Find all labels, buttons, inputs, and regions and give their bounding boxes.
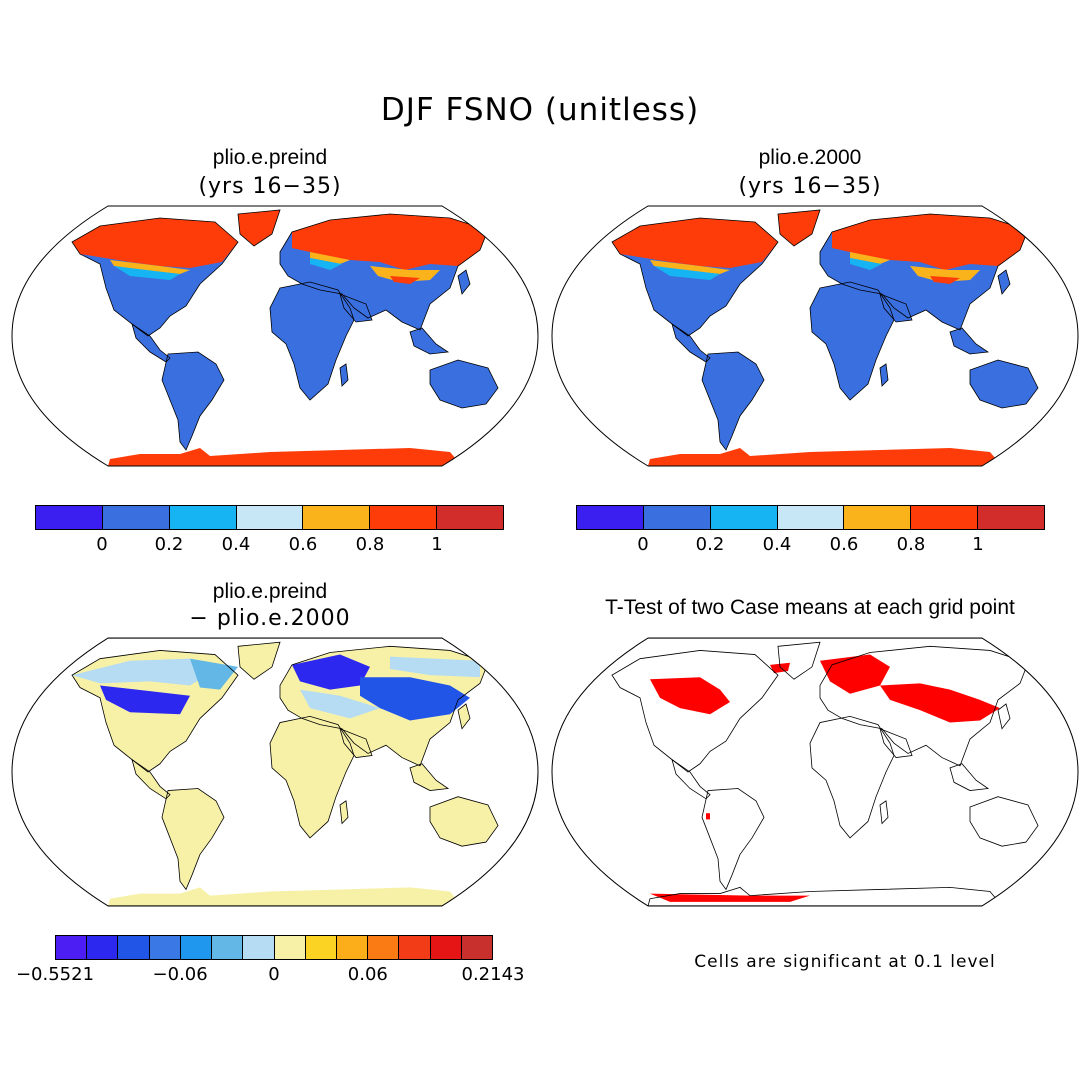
colorbar-swatch <box>643 506 711 529</box>
colorbar-tick-label: 0.8 <box>355 534 385 555</box>
colorbar-tick-label: 0 <box>268 964 280 985</box>
colorbar-tick-label: 0.6 <box>829 534 859 555</box>
colorbar-tick-label: 1 <box>972 534 984 555</box>
colorbar-swatch <box>274 936 306 959</box>
colorbar-tick-label: 0.4 <box>221 534 251 555</box>
panel2-colorbar <box>576 505 1045 530</box>
colorbar-tick-label: 0.2 <box>695 534 725 555</box>
colorbar-swatch <box>118 936 150 959</box>
colorbar-tick-label: 0.6 <box>288 534 318 555</box>
colorbar-tick-label: 0.8 <box>896 534 926 555</box>
panel2-title: plio.e.2000 <box>758 146 862 169</box>
colorbar-swatch <box>399 936 431 959</box>
colorbar-swatch <box>149 936 181 959</box>
panel3-colorbar <box>55 935 493 960</box>
panel4-map <box>550 636 1080 908</box>
colorbar-tick-label: 0 <box>637 534 649 555</box>
colorbar-swatch <box>844 506 912 529</box>
colorbar-tick-label: 0.06 <box>347 964 388 985</box>
panel2-map <box>550 204 1080 468</box>
panel1-map <box>10 204 540 468</box>
colorbar-tick-label: −0.06 <box>152 964 208 985</box>
panel1-title: plio.e.preind <box>212 146 328 169</box>
colorbar-tick-label: 0.2143 <box>461 964 525 985</box>
panel4-title: T-Test of two Case means at each grid po… <box>605 596 1015 619</box>
colorbar-tick-label: 1 <box>431 534 443 555</box>
colorbar-tick-label: 0 <box>96 534 108 555</box>
colorbar-swatch <box>303 506 371 529</box>
colorbar-swatch <box>36 506 103 529</box>
colorbar-swatch <box>978 506 1045 529</box>
colorbar-swatch <box>102 506 170 529</box>
colorbar-swatch <box>169 506 237 529</box>
colorbar-swatch <box>180 936 213 959</box>
panel1-colorbar <box>35 505 504 530</box>
panel3-map <box>10 636 540 908</box>
significance-note: Cells are significant at 0.1 level <box>694 952 996 972</box>
colorbar-swatch <box>236 506 304 529</box>
colorbar-swatch <box>370 506 438 529</box>
colorbar-tick-label: −0.5521 <box>15 964 95 985</box>
colorbar-tick-label: 0.4 <box>762 534 792 555</box>
colorbar-swatch <box>212 936 244 959</box>
colorbar-tick-label: 0.2 <box>154 534 184 555</box>
panel3-subtitle: − plio.e.2000 <box>189 606 351 631</box>
panel2-subtitle: (yrs 16−35) <box>738 174 882 199</box>
colorbar-swatch <box>368 936 400 959</box>
colorbar-swatch <box>461 936 493 959</box>
colorbar-swatch <box>305 936 337 959</box>
figure-title: DJF FSNO (unitless) <box>380 92 700 128</box>
colorbar-swatch <box>437 506 504 529</box>
colorbar-swatch <box>243 936 275 959</box>
panel3-title: plio.e.preind <box>212 580 328 603</box>
colorbar-swatch <box>87 936 119 959</box>
panel1-subtitle: (yrs 16−35) <box>198 174 342 199</box>
colorbar-swatch <box>430 936 462 959</box>
colorbar-swatch <box>777 506 845 529</box>
colorbar-swatch <box>577 506 644 529</box>
colorbar-swatch <box>710 506 778 529</box>
colorbar-swatch <box>336 936 369 959</box>
colorbar-swatch <box>56 936 88 959</box>
colorbar-swatch <box>911 506 979 529</box>
